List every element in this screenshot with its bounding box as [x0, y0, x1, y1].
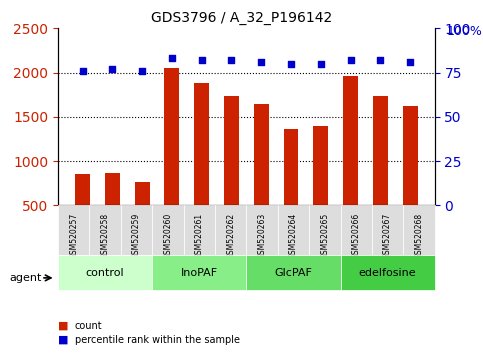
Text: GSM520259: GSM520259 — [132, 213, 141, 259]
Bar — [313, 126, 328, 250]
Text: count: count — [75, 321, 102, 331]
Text: GSM520263: GSM520263 — [257, 213, 267, 259]
FancyBboxPatch shape — [184, 205, 215, 255]
Text: GSM520266: GSM520266 — [352, 213, 361, 259]
FancyBboxPatch shape — [58, 205, 89, 255]
Point — [79, 68, 86, 74]
Text: agent: agent — [10, 273, 42, 283]
FancyBboxPatch shape — [215, 205, 246, 255]
FancyBboxPatch shape — [246, 205, 278, 255]
Text: GSM520267: GSM520267 — [383, 213, 392, 259]
Bar — [194, 83, 209, 250]
FancyBboxPatch shape — [58, 255, 152, 290]
Text: percentile rank within the sample: percentile rank within the sample — [75, 335, 240, 345]
Text: ■: ■ — [58, 335, 69, 345]
Text: GSM520258: GSM520258 — [100, 213, 110, 259]
Y-axis label: 100%: 100% — [447, 25, 483, 38]
Text: GSM520264: GSM520264 — [289, 213, 298, 259]
Point — [287, 61, 295, 67]
Text: GSM520265: GSM520265 — [320, 213, 329, 259]
Point — [406, 59, 414, 65]
Text: GSM520262: GSM520262 — [226, 213, 235, 259]
Bar — [373, 97, 388, 250]
Point — [109, 66, 116, 72]
Bar — [105, 172, 120, 250]
FancyBboxPatch shape — [278, 205, 309, 255]
FancyBboxPatch shape — [152, 205, 184, 255]
Bar — [254, 104, 269, 250]
Bar — [284, 129, 298, 250]
FancyBboxPatch shape — [89, 205, 121, 255]
Point — [138, 68, 146, 74]
Text: ■: ■ — [58, 321, 69, 331]
Text: GDS3796 / A_32_P196142: GDS3796 / A_32_P196142 — [151, 11, 332, 25]
Bar — [135, 182, 150, 250]
Text: GlcPAF: GlcPAF — [274, 268, 313, 278]
Text: edelfosine: edelfosine — [359, 268, 416, 278]
FancyBboxPatch shape — [341, 205, 372, 255]
Point — [227, 57, 235, 63]
Point — [376, 57, 384, 63]
Text: GSM520260: GSM520260 — [163, 213, 172, 259]
Point — [347, 57, 355, 63]
FancyBboxPatch shape — [341, 255, 435, 290]
FancyBboxPatch shape — [309, 205, 341, 255]
Point — [198, 57, 206, 63]
Bar — [343, 76, 358, 250]
Point — [257, 59, 265, 65]
Bar — [75, 175, 90, 250]
Text: GSM520268: GSM520268 — [414, 213, 424, 259]
Text: GSM520261: GSM520261 — [195, 213, 204, 259]
Point — [317, 61, 325, 67]
Text: control: control — [86, 268, 124, 278]
FancyBboxPatch shape — [121, 205, 152, 255]
FancyBboxPatch shape — [152, 255, 246, 290]
Text: InoPAF: InoPAF — [181, 268, 218, 278]
FancyBboxPatch shape — [246, 255, 341, 290]
FancyBboxPatch shape — [372, 205, 403, 255]
FancyBboxPatch shape — [403, 205, 435, 255]
Text: GSM520257: GSM520257 — [69, 213, 78, 259]
Point — [168, 56, 176, 61]
Bar — [403, 106, 418, 250]
Bar — [224, 97, 239, 250]
Bar — [164, 68, 179, 250]
